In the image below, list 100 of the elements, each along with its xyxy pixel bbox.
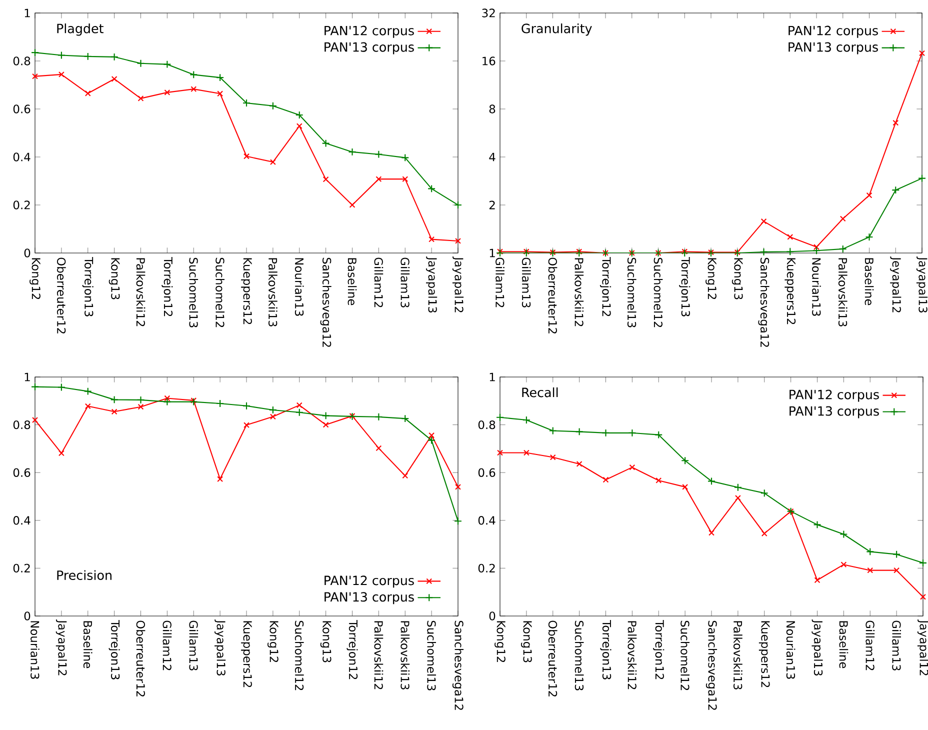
legend-label: PAN'12 corpus xyxy=(788,26,878,38)
point xyxy=(918,174,926,182)
point xyxy=(787,234,794,240)
legend-label: PAN'12 corpus xyxy=(324,26,414,38)
point xyxy=(428,236,435,242)
point xyxy=(295,408,304,416)
point xyxy=(296,123,302,130)
point xyxy=(84,90,91,96)
point xyxy=(111,408,118,415)
point xyxy=(919,50,925,56)
point xyxy=(138,404,144,410)
x-tick-label: Suchomel13 xyxy=(427,620,436,690)
text: Recall xyxy=(522,387,558,398)
x-tick-label: Kong12 xyxy=(30,258,40,300)
x-tick-label: Jayapal12 xyxy=(452,256,464,312)
point xyxy=(628,428,636,437)
point xyxy=(866,548,874,556)
point xyxy=(865,232,874,241)
point xyxy=(136,59,145,68)
point xyxy=(242,98,251,107)
x-tick-label: Jeyapal12 xyxy=(890,256,902,312)
text: Precision xyxy=(57,570,112,580)
y-tick-label: 32 xyxy=(482,8,495,18)
point xyxy=(244,422,250,428)
x-tick-label: Nourian13 xyxy=(30,621,40,679)
x-tick-label: Nourian13 xyxy=(294,258,304,316)
point xyxy=(454,517,462,526)
y-tick-label: 16 xyxy=(482,56,496,66)
point xyxy=(548,426,557,435)
point xyxy=(550,454,556,460)
point xyxy=(376,445,382,452)
x-tick-label: Kong12 xyxy=(494,621,506,662)
x-tick-label: Suchomel13 xyxy=(574,620,584,690)
point xyxy=(428,432,435,438)
x-tick-label: Nourian13 xyxy=(786,621,796,679)
x-tick-label: Gillam13 xyxy=(400,258,410,308)
point xyxy=(786,248,794,256)
x-tick-label: Palkovskii13 xyxy=(268,258,278,326)
point xyxy=(110,52,118,61)
point xyxy=(216,400,224,408)
point xyxy=(760,218,767,224)
point xyxy=(217,476,224,482)
x-tick-label: Kueppers12 xyxy=(784,258,796,324)
point xyxy=(814,577,820,584)
legend-label: PAN'12 corpus xyxy=(790,390,879,402)
x-tick-label: Gillam12 xyxy=(496,258,504,308)
point xyxy=(32,73,38,80)
point xyxy=(760,248,768,256)
point xyxy=(838,244,847,253)
x-tick-label: Palkovskii12 xyxy=(574,258,584,326)
point xyxy=(894,567,900,574)
point xyxy=(497,450,503,456)
point xyxy=(708,477,716,486)
y-tick-label: 2 xyxy=(489,200,495,210)
point xyxy=(322,412,330,420)
x-tick-label: Palkovskii13 xyxy=(400,621,410,690)
point xyxy=(812,246,821,255)
x-tick-label: Torrejon13 xyxy=(679,257,690,316)
point xyxy=(813,520,822,529)
point xyxy=(349,202,356,208)
point xyxy=(270,159,276,166)
x-tick-label: Palkovskii12 xyxy=(374,621,384,690)
point xyxy=(190,70,198,79)
y-tick-label: 0.6 xyxy=(478,468,496,477)
point xyxy=(401,154,410,162)
point xyxy=(455,484,461,490)
point xyxy=(760,489,768,498)
x-tick-label: Torrejon12 xyxy=(653,620,664,680)
point xyxy=(268,406,277,414)
text: Plagdet xyxy=(57,23,104,36)
point xyxy=(84,52,92,60)
point xyxy=(629,464,636,470)
point xyxy=(138,95,144,102)
x-tick-label: Jayapal13 xyxy=(916,256,928,312)
x-tick-label: Baseline xyxy=(348,258,357,306)
point xyxy=(602,476,609,483)
point xyxy=(374,150,383,158)
x-tick-label: Baseline xyxy=(839,621,848,668)
x-tick-label: Torrejon13 xyxy=(108,620,120,680)
point xyxy=(31,48,40,57)
point xyxy=(454,200,462,209)
x-tick-label: Oberreuter12 xyxy=(548,258,558,334)
point xyxy=(575,428,584,436)
point xyxy=(270,414,276,420)
point xyxy=(84,403,91,410)
legend-label: PAN'13 corpus xyxy=(324,592,414,604)
point xyxy=(681,456,690,465)
y-tick-label: 4 xyxy=(489,152,496,162)
point xyxy=(761,530,768,537)
x-tick-label: Gillam12 xyxy=(162,620,172,670)
x-tick-label: Oberreuter12 xyxy=(548,620,558,696)
x-tick-label: Oberreuter12 xyxy=(57,258,66,334)
point xyxy=(57,383,66,392)
point xyxy=(216,74,224,82)
point xyxy=(57,51,66,60)
point xyxy=(576,460,582,467)
point xyxy=(840,216,846,222)
x-tick-label: Kueppers12 xyxy=(241,258,252,324)
point xyxy=(296,402,302,408)
point xyxy=(163,398,172,406)
